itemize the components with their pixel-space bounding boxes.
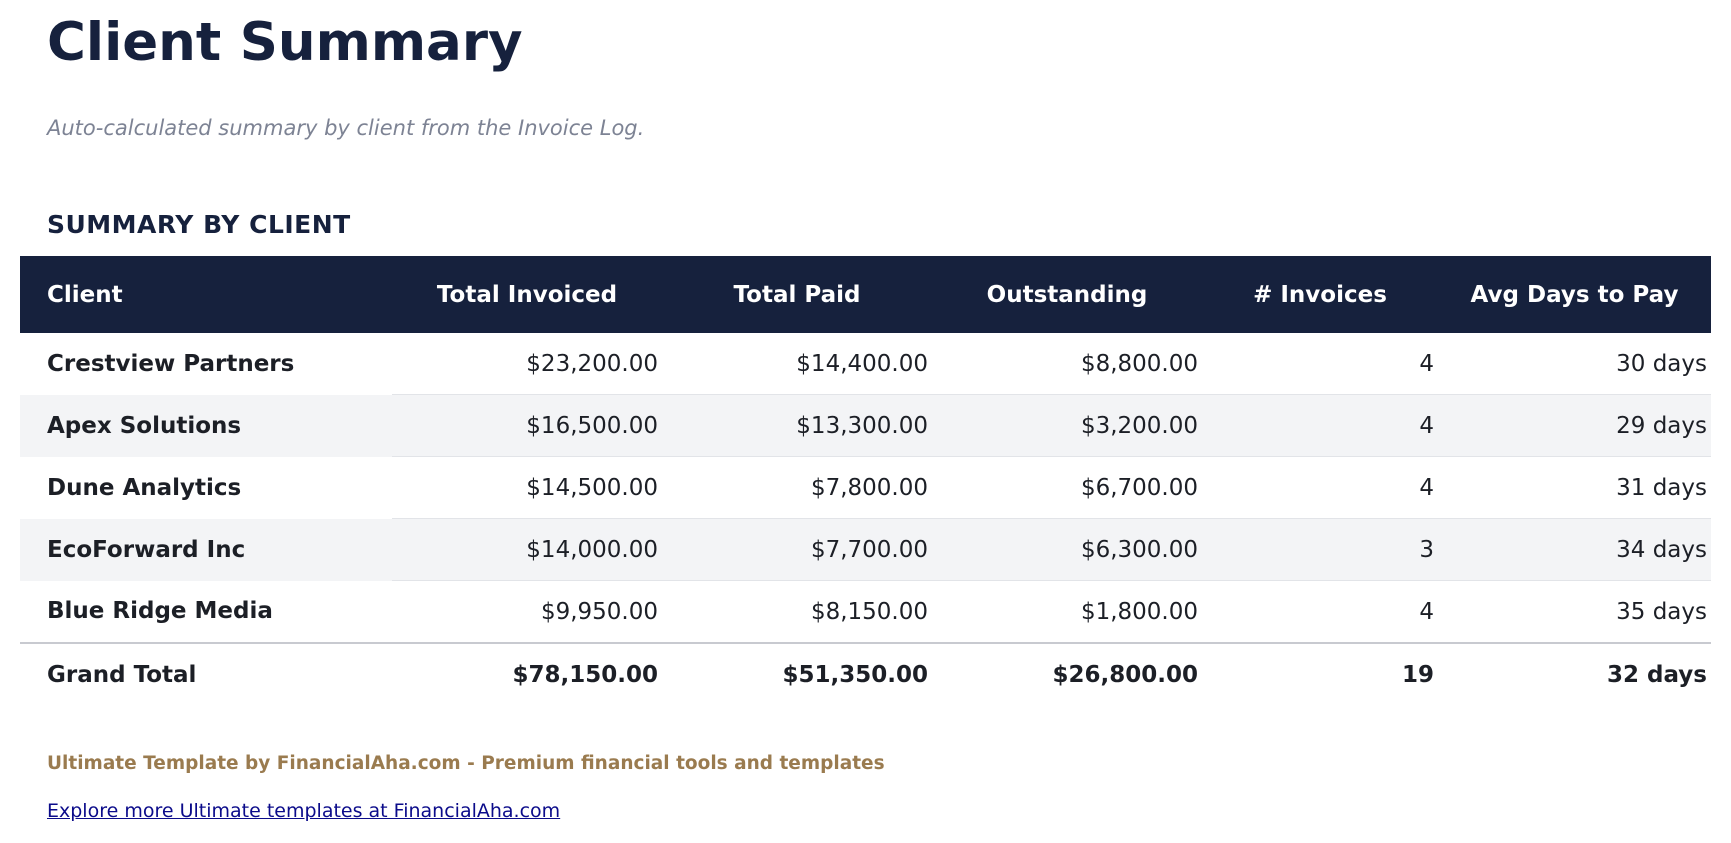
table-row: Apex Solutions $16,500.00 $13,300.00 $3,200… — [20, 394, 1711, 457]
cell-total-invoiced: $23,200.00 — [392, 333, 662, 395]
cell-outstanding: $26,800.00 — [932, 642, 1202, 706]
section-heading: SUMMARY BY CLIENT — [47, 210, 351, 239]
cell-outstanding: $3,200.00 — [932, 394, 1202, 457]
cell-total-paid: $8,150.00 — [662, 580, 932, 644]
column-header-total-invoiced: Total Invoiced — [392, 256, 662, 333]
cell-outstanding: $8,800.00 — [932, 333, 1202, 395]
financialaha-link[interactable]: Explore more Ultimate templates at Finan… — [47, 800, 561, 822]
cell-total-paid: $7,700.00 — [662, 518, 932, 581]
column-header-avg-days: Avg Days to Pay — [1438, 256, 1711, 333]
cell-client: Blue Ridge Media — [47, 598, 273, 625]
page-subtitle: Auto-calculated summary by client from t… — [47, 116, 645, 140]
cell-client: Crestview Partners — [47, 350, 295, 377]
table-header-row: Client Total Invoiced Total Paid Outstan… — [20, 256, 1711, 333]
cell-total-invoiced: $9,950.00 — [392, 580, 662, 644]
cell-invoices: 4 — [1202, 333, 1438, 395]
cell-avg-days: 30 days — [1438, 333, 1711, 395]
cell-client: Grand Total — [20, 642, 392, 706]
table-row: Crestview Partners $23,200.00 $14,400.00 $8… — [20, 333, 1711, 395]
cell-total-paid: $14,400.00 — [662, 333, 932, 395]
cell-avg-days: 35 days — [1438, 580, 1711, 644]
cell-total-invoiced: $16,500.00 — [392, 394, 662, 457]
cell-invoices: 4 — [1202, 580, 1438, 644]
cell-avg-days: 29 days — [1438, 394, 1711, 457]
column-header-client: Client — [20, 256, 392, 333]
cell-total-paid: $51,350.00 — [662, 642, 932, 706]
cell-outstanding: $6,300.00 — [932, 518, 1202, 581]
cell-outstanding: $1,800.00 — [932, 580, 1202, 644]
cell-total-paid: $7,800.00 — [662, 456, 932, 519]
column-header-total-paid: Total Paid — [662, 256, 932, 333]
cell-invoices: 4 — [1202, 456, 1438, 519]
cell-invoices: 19 — [1202, 642, 1438, 706]
table-row: Dune Analytics $14,500.00 $7,800.00 $6,700.… — [20, 456, 1711, 519]
column-header-invoices: # Invoices — [1202, 256, 1438, 333]
cell-invoices: 3 — [1202, 518, 1438, 581]
cell-total-invoiced: $14,500.00 — [392, 456, 662, 519]
cell-avg-days: 34 days — [1438, 518, 1711, 581]
page-title: Client Summary — [47, 12, 523, 73]
cell-total-invoiced: $78,150.00 — [392, 642, 662, 706]
table-row: Blue Ridge Media $9,950.00 $8,150.00 $1,800… — [20, 580, 1711, 644]
cell-invoices: 4 — [1202, 394, 1438, 457]
cell-avg-days: 31 days — [1438, 456, 1711, 519]
table-row: EcoForward Inc $14,000.00 $7,700.00 $6,300.… — [20, 518, 1711, 581]
cell-avg-days: 32 days — [1438, 642, 1711, 706]
cell-client: EcoForward Inc — [20, 518, 392, 581]
cell-client: Apex Solutions — [20, 394, 392, 457]
cell-outstanding: $6,700.00 — [932, 456, 1202, 519]
cell-total-paid: $13,300.00 — [662, 394, 932, 457]
brand-tagline: Ultimate Template by FinancialAha.com - … — [47, 753, 885, 774]
column-header-outstanding: Outstanding — [932, 256, 1202, 333]
client-summary-table: Client Total Invoiced Total Paid Outstan… — [20, 256, 1711, 706]
cell-client: Dune Analytics — [47, 474, 242, 501]
grand-total-row: Grand Total $78,150.00 $51,350.00 $26,800.0… — [20, 642, 1711, 706]
cell-total-invoiced: $14,000.00 — [392, 518, 662, 581]
